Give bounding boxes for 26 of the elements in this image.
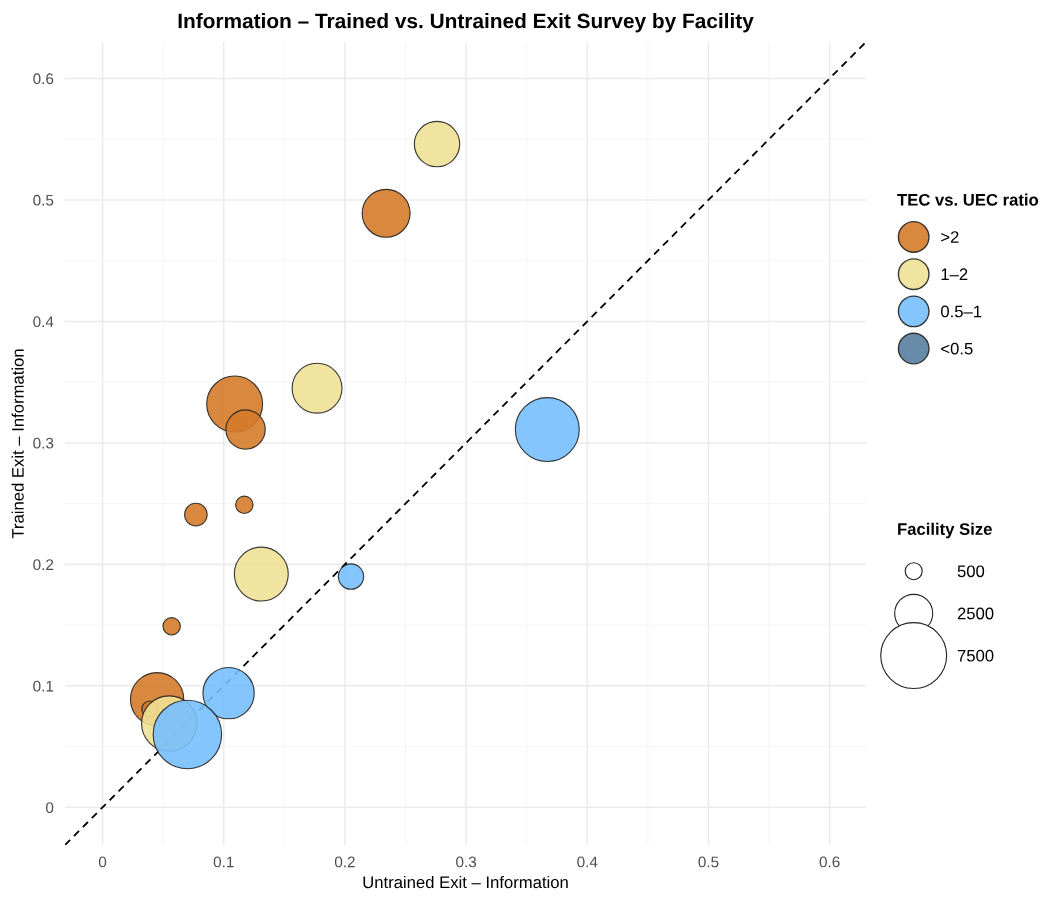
- legend-title: TEC vs. UEC ratio: [897, 193, 1039, 206]
- y-tick-label: 0.5: [33, 194, 54, 206]
- y-tick-label: 0.3: [33, 437, 54, 449]
- legend-label: 2500: [957, 607, 994, 620]
- legend-label: 7500: [957, 649, 994, 662]
- legend-label: 500: [957, 565, 985, 578]
- x-tick-label: 0.6: [819, 856, 840, 868]
- legend-label: 0.5–1: [941, 305, 982, 318]
- legend-label: 1–2: [941, 268, 968, 280]
- y-axis-title: Trained Exit – Information: [11, 349, 24, 539]
- x-tick-label: 0.1: [213, 856, 234, 868]
- y-tick-label: 0: [45, 802, 54, 814]
- x-tick-label: 0: [98, 856, 107, 868]
- chart-title: Information – Trained vs. Untrained Exit Survey by Facility: [178, 13, 754, 33]
- y-tick-label: 0.1: [33, 680, 54, 692]
- y-tick-label: 0.4: [33, 316, 54, 328]
- x-tick-label: 0.5: [698, 856, 719, 868]
- legend-label: <0.5: [941, 342, 973, 355]
- x-tick-label: 0.3: [456, 856, 477, 868]
- x-tick-label: 0.4: [577, 856, 598, 868]
- x-axis-title: Untrained Exit – Information: [363, 875, 568, 889]
- y-tick-label: 0.6: [33, 73, 54, 85]
- legend-label: >2: [941, 231, 959, 243]
- x-tick-label: 0.2: [334, 856, 355, 868]
- y-tick-label: 0.2: [33, 559, 54, 571]
- text: Facility Size: [898, 522, 992, 539]
